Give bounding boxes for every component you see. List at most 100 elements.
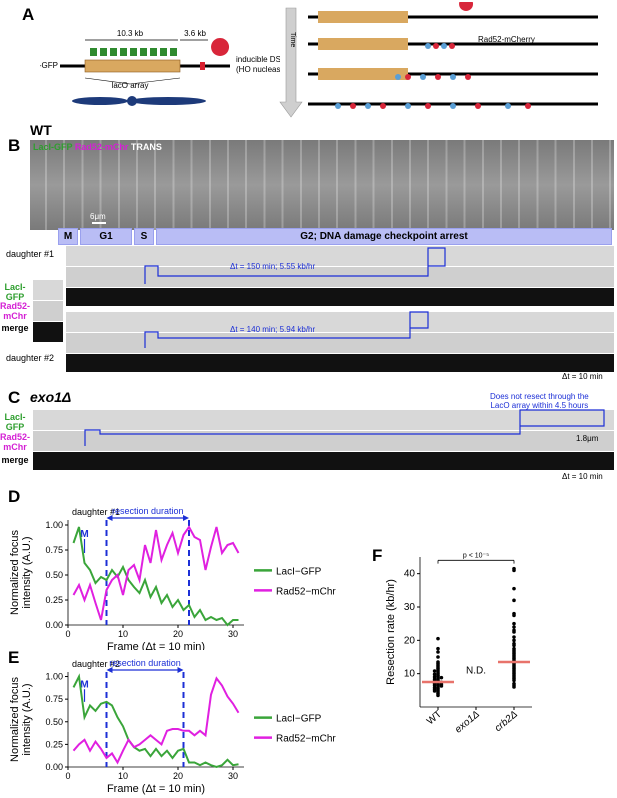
x-tick-label: WT [425,709,444,727]
series-line-0 [72,673,239,769]
timecourse-row-3 [308,68,598,80]
bracket-arrow-right [183,515,189,521]
channel-header: LacI-GFP Rad52-mChr TRANS [33,142,162,152]
lacI-label: LacI-GFP [40,61,58,70]
data-point [436,636,440,641]
y-tick-label: 1.00 [45,520,63,530]
panel-label-e: E [8,648,20,667]
data-point [512,685,516,689]
green-lacI-icons [90,48,177,56]
series-line-0 [72,526,239,627]
size-label-left: 10.3 kb [117,29,144,38]
data-point [512,625,516,629]
data-point [436,650,440,654]
c-merge-strip [33,452,614,470]
y-tick-label: 0.00 [45,620,63,630]
y-axis-label: Normalized focus [9,677,21,762]
y-tick-label: 0.50 [45,717,63,727]
daughter2-merge-strip [66,354,614,372]
chart-title: daughter #1 [72,507,120,517]
panel-label-a: A [22,5,35,24]
series-line-1 [72,676,240,765]
legend-label: Rad52−mChr [276,586,336,597]
data-point [512,630,516,634]
data-point [512,635,516,639]
bracket-arrow-left [106,515,113,521]
legend-label: Rad52−mChr [276,734,336,745]
daughter2-label: daughter #2 [6,353,55,363]
y-axis-label: intensity (A.U.) [21,536,33,608]
chart-title: daughter #2 [72,659,120,669]
panel-c-note: Does not resect through the LacO array wi… [490,392,589,410]
left-ref-lacI [33,280,63,300]
c-rad52-strip [33,431,614,451]
daughter2-lacI-strip [66,312,614,332]
laco-label: lacO array [112,81,149,90]
m-label: M [80,679,88,690]
y-tick-label: 0.00 [45,762,63,772]
panel-a-schematic: 10.3 kb 3.6 kb LacI-GFP inducible DSB (H… [40,29,280,106]
svg-text:(HO nuclease): (HO nuclease) [236,65,280,74]
x-tick-label: 0 [65,771,70,781]
c-merge-label: merge [1,455,29,465]
y-tick-label: 40 [404,569,416,580]
left-ref-merge [33,322,63,342]
channel-lacI-label: LacI-GFP [33,142,73,152]
time-label: Time [289,32,296,47]
x-tick-label: exo1Δ [453,709,482,736]
phase-g1: G1 [80,228,132,245]
scale-bar-6um: 6μm [90,212,106,221]
nd-label: N.D. [466,666,486,677]
y-axis-label: Normalized focus [9,530,21,615]
left-lacI-label: LacI- GFP [4,282,26,302]
dt-label-b: Δt = 10 min [562,372,603,381]
daughter1-bracket [144,247,446,284]
chart-e: 0 10 20 30 0.00 0.25 0.50 0.75 1.00 Frame (Δt = 1… [9,658,336,795]
size-label-right: 3.6 kb [184,29,206,38]
x-tick-label: crb2Δ [493,709,520,734]
c-lacI-strip [33,410,614,430]
data-point [436,646,440,651]
y-tick-label: 0.75 [45,694,63,704]
daughter2-bracket [144,311,429,348]
chart-f: 10 20 30 40 Resection rate (kb/hr) WT exo1Δ crb… [385,552,532,736]
bracket-arrow-right [177,667,184,673]
phase-g2: G2; DNA damage checkpoint arrest [156,228,612,245]
x-tick-label: 20 [173,771,183,781]
y-tick-label: 0.75 [45,545,63,555]
trans-timelapse-strip [30,140,614,230]
y-tick-label: 0.50 [45,570,63,580]
left-rad52-label: Rad52- mChr [0,301,31,321]
data-point [512,613,516,618]
timecourse-row-1 [308,2,598,23]
x-tick-label: 20 [173,629,183,639]
m-label: M [80,529,88,540]
data-point [436,655,440,659]
series-line-1 [72,525,240,621]
x-tick-label: 10 [118,771,128,781]
dt-label-c: Δt = 10 min [562,472,603,481]
channel-rad52-label: Rad52-mChr [74,142,129,152]
data-point [432,689,437,693]
chart-d: 0 10 20 30 0.00 0.25 0.50 0.75 1.00 Frame (Δt = 1… [9,506,336,650]
x-axis-label: Frame (Δt = 10 min) [107,641,205,650]
channel-trans-label: TRANS [130,142,162,152]
bracket-arrow-left [106,667,113,673]
daughter1-rad52-strip [66,267,614,287]
bracket-label: resection duration [109,658,181,668]
c-bracket [84,409,605,446]
daughter1-lacI-strip [66,246,614,266]
panel-c-title: exo1Δ [30,389,72,405]
phase-m: M [58,228,78,245]
y-tick-label: 30 [404,602,416,613]
y-axis-label: Resection rate (kb/hr) [385,579,397,685]
daughter1-label: daughter #1 [6,249,55,259]
inducible-label: inducible DSB [236,55,280,64]
bracket-label: resection duration [112,506,184,516]
y-tick-label: 10 [404,669,416,680]
panel-label-d: D [8,487,21,506]
left-ref-rad52 [33,301,63,321]
c-lacI-label: LacI- GFP [4,412,26,432]
daughter1-merge-strip [66,288,614,306]
daughter2-annotation: Δt = 140 min; 5.94 kb/hr [230,325,316,334]
